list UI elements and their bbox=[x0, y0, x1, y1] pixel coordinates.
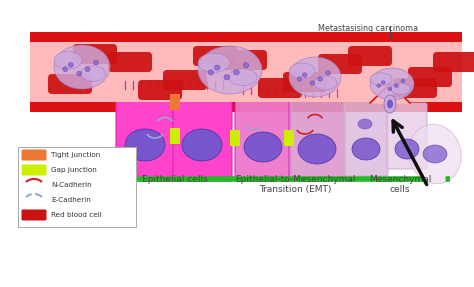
Ellipse shape bbox=[370, 73, 392, 86]
FancyBboxPatch shape bbox=[223, 50, 267, 70]
Ellipse shape bbox=[77, 71, 82, 76]
FancyBboxPatch shape bbox=[318, 54, 362, 74]
FancyBboxPatch shape bbox=[235, 92, 291, 181]
Ellipse shape bbox=[391, 83, 410, 94]
Ellipse shape bbox=[377, 84, 381, 87]
Ellipse shape bbox=[318, 77, 322, 81]
Text: Gap junction: Gap junction bbox=[51, 167, 97, 173]
Ellipse shape bbox=[395, 139, 419, 159]
Ellipse shape bbox=[381, 81, 385, 84]
FancyBboxPatch shape bbox=[173, 87, 232, 181]
Ellipse shape bbox=[289, 63, 315, 79]
Ellipse shape bbox=[93, 60, 99, 65]
Ellipse shape bbox=[198, 53, 230, 72]
Ellipse shape bbox=[234, 70, 239, 75]
FancyBboxPatch shape bbox=[21, 210, 46, 220]
Ellipse shape bbox=[68, 62, 73, 67]
Polygon shape bbox=[370, 84, 410, 103]
Ellipse shape bbox=[314, 76, 337, 90]
FancyBboxPatch shape bbox=[21, 164, 46, 175]
Ellipse shape bbox=[54, 45, 110, 89]
Ellipse shape bbox=[198, 46, 262, 94]
Bar bbox=[30, 32, 462, 112]
FancyBboxPatch shape bbox=[289, 95, 345, 181]
FancyBboxPatch shape bbox=[116, 87, 175, 181]
Ellipse shape bbox=[63, 67, 68, 72]
FancyBboxPatch shape bbox=[344, 100, 388, 176]
Ellipse shape bbox=[302, 73, 307, 77]
Ellipse shape bbox=[224, 75, 230, 80]
FancyBboxPatch shape bbox=[193, 46, 237, 66]
Ellipse shape bbox=[298, 134, 336, 164]
Ellipse shape bbox=[54, 52, 82, 69]
FancyBboxPatch shape bbox=[21, 150, 46, 160]
Ellipse shape bbox=[289, 57, 341, 97]
Text: N-Cadherin: N-Cadherin bbox=[51, 182, 91, 188]
Ellipse shape bbox=[394, 84, 398, 87]
Text: Epithelial-to-Mesenchymal
Transition (EMT): Epithelial-to-Mesenchymal Transition (EM… bbox=[235, 175, 355, 194]
FancyBboxPatch shape bbox=[387, 103, 427, 169]
Ellipse shape bbox=[214, 65, 220, 70]
FancyBboxPatch shape bbox=[433, 52, 474, 72]
Text: Epithelial cells: Epithelial cells bbox=[142, 175, 208, 184]
Text: Red blood cell: Red blood cell bbox=[51, 212, 102, 218]
Ellipse shape bbox=[310, 81, 315, 85]
Text: Mesenchymal
cells: Mesenchymal cells bbox=[369, 175, 431, 194]
FancyBboxPatch shape bbox=[163, 70, 207, 90]
Ellipse shape bbox=[409, 124, 461, 184]
Ellipse shape bbox=[125, 129, 165, 161]
FancyBboxPatch shape bbox=[258, 78, 302, 98]
Ellipse shape bbox=[228, 69, 257, 86]
FancyBboxPatch shape bbox=[48, 74, 92, 94]
FancyBboxPatch shape bbox=[108, 52, 152, 72]
Ellipse shape bbox=[352, 138, 380, 160]
Bar bbox=[18, 147, 136, 227]
Bar bbox=[30, 42, 462, 102]
Ellipse shape bbox=[401, 79, 405, 83]
Text: Tight junction: Tight junction bbox=[51, 152, 100, 158]
Text: Basement
membrane: Basement membrane bbox=[37, 159, 82, 179]
Ellipse shape bbox=[297, 77, 302, 81]
FancyBboxPatch shape bbox=[348, 46, 392, 66]
FancyBboxPatch shape bbox=[170, 128, 180, 144]
Ellipse shape bbox=[208, 70, 214, 75]
Ellipse shape bbox=[326, 71, 330, 75]
Ellipse shape bbox=[423, 145, 447, 163]
Ellipse shape bbox=[81, 66, 106, 81]
FancyBboxPatch shape bbox=[393, 78, 437, 98]
FancyBboxPatch shape bbox=[138, 80, 182, 100]
FancyBboxPatch shape bbox=[408, 67, 452, 87]
Text: Metastasising carcinoma: Metastasising carcinoma bbox=[318, 24, 418, 33]
Ellipse shape bbox=[244, 132, 282, 162]
Ellipse shape bbox=[384, 95, 396, 113]
Ellipse shape bbox=[387, 100, 393, 108]
Ellipse shape bbox=[182, 129, 222, 161]
Text: E-Cadherin: E-Cadherin bbox=[51, 197, 91, 203]
Ellipse shape bbox=[243, 63, 249, 68]
Ellipse shape bbox=[358, 119, 372, 129]
Ellipse shape bbox=[85, 67, 90, 72]
Ellipse shape bbox=[388, 87, 392, 91]
FancyBboxPatch shape bbox=[170, 94, 180, 110]
FancyBboxPatch shape bbox=[284, 130, 294, 146]
FancyBboxPatch shape bbox=[230, 130, 240, 146]
FancyBboxPatch shape bbox=[73, 44, 117, 64]
FancyBboxPatch shape bbox=[283, 72, 327, 92]
Ellipse shape bbox=[370, 68, 414, 100]
